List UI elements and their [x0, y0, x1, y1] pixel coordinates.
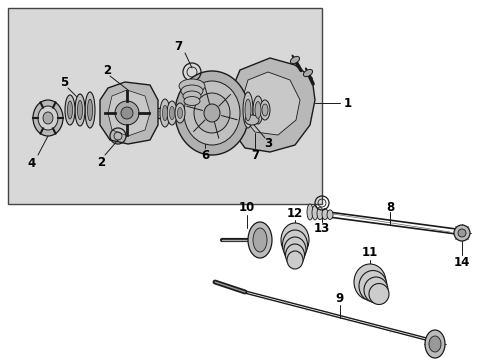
Text: 2: 2: [103, 63, 111, 77]
Ellipse shape: [33, 100, 63, 136]
Text: 1: 1: [343, 96, 351, 109]
Text: 14: 14: [453, 256, 469, 269]
Ellipse shape: [160, 99, 170, 127]
Ellipse shape: [203, 104, 220, 122]
Ellipse shape: [368, 284, 388, 305]
Polygon shape: [108, 90, 150, 136]
Ellipse shape: [183, 81, 240, 145]
Ellipse shape: [453, 225, 469, 241]
Text: 4: 4: [28, 157, 36, 170]
Circle shape: [115, 101, 139, 125]
Ellipse shape: [306, 204, 312, 220]
Bar: [8, 8, 321, 204]
Ellipse shape: [177, 108, 182, 118]
Ellipse shape: [244, 99, 250, 121]
Text: 8: 8: [385, 201, 393, 213]
Ellipse shape: [175, 103, 184, 123]
Ellipse shape: [67, 101, 72, 119]
Ellipse shape: [179, 79, 204, 93]
Ellipse shape: [194, 93, 229, 133]
Polygon shape: [229, 58, 314, 152]
Text: 3: 3: [264, 136, 271, 149]
Ellipse shape: [424, 330, 444, 358]
Ellipse shape: [286, 251, 303, 269]
Ellipse shape: [428, 336, 440, 352]
Circle shape: [121, 107, 133, 119]
Text: 7: 7: [250, 149, 259, 162]
Ellipse shape: [290, 57, 299, 64]
Ellipse shape: [311, 206, 317, 220]
Text: 13: 13: [313, 221, 329, 234]
Ellipse shape: [167, 101, 177, 125]
Ellipse shape: [85, 92, 95, 128]
Ellipse shape: [254, 102, 261, 118]
Ellipse shape: [353, 264, 385, 300]
Text: 7: 7: [174, 40, 182, 53]
Text: 9: 9: [335, 292, 344, 305]
Text: 12: 12: [286, 207, 303, 220]
Ellipse shape: [247, 222, 271, 258]
Ellipse shape: [282, 230, 307, 260]
Ellipse shape: [175, 71, 248, 155]
Ellipse shape: [358, 270, 386, 302]
Ellipse shape: [457, 229, 465, 237]
Ellipse shape: [321, 208, 327, 220]
Ellipse shape: [183, 96, 200, 105]
Ellipse shape: [162, 105, 167, 121]
Ellipse shape: [77, 100, 82, 120]
Ellipse shape: [252, 228, 266, 252]
Polygon shape: [242, 72, 299, 135]
Ellipse shape: [169, 107, 174, 120]
Ellipse shape: [281, 223, 308, 257]
Ellipse shape: [183, 91, 201, 101]
Ellipse shape: [316, 207, 323, 220]
Ellipse shape: [326, 210, 332, 220]
Ellipse shape: [38, 106, 58, 130]
Text: 10: 10: [238, 201, 255, 213]
Ellipse shape: [243, 92, 252, 128]
Ellipse shape: [87, 99, 92, 121]
Ellipse shape: [252, 96, 263, 124]
Polygon shape: [100, 82, 158, 144]
Ellipse shape: [65, 95, 75, 125]
Ellipse shape: [43, 112, 53, 124]
Ellipse shape: [303, 69, 312, 77]
Ellipse shape: [262, 104, 267, 116]
Ellipse shape: [260, 100, 269, 120]
Text: 2: 2: [97, 156, 105, 168]
Ellipse shape: [285, 244, 304, 266]
Text: 11: 11: [361, 246, 377, 258]
Ellipse shape: [244, 115, 259, 125]
Text: 6: 6: [201, 149, 209, 162]
Text: 5: 5: [60, 76, 68, 89]
Ellipse shape: [284, 237, 305, 263]
Ellipse shape: [75, 94, 85, 126]
Ellipse shape: [181, 85, 203, 97]
Ellipse shape: [363, 277, 387, 303]
